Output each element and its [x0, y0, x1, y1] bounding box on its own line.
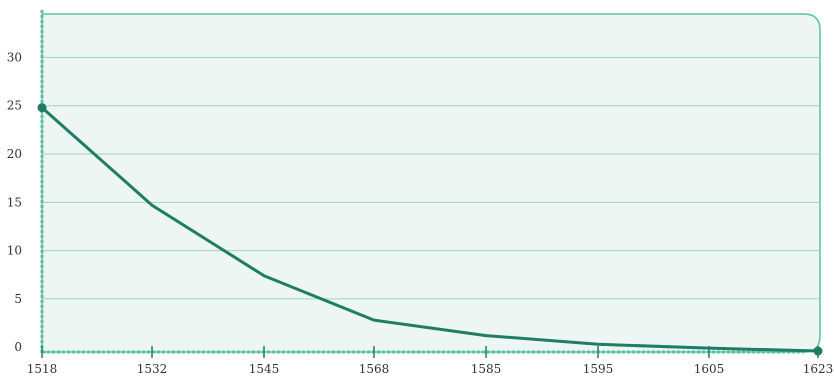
y-tick-label: 15 [7, 195, 22, 209]
y-tick-label: 30 [7, 50, 22, 64]
y-tick-label: 10 [7, 244, 22, 258]
x-tick-label: 1568 [359, 362, 390, 376]
data-point-1518 [37, 103, 47, 113]
y-axis-ticks: 0 5 10 15 20 25 30 [7, 50, 22, 354]
x-tick-label: 1605 [694, 362, 725, 376]
plot-area [41, 13, 821, 353]
y-tick-label: 25 [7, 99, 22, 113]
x-tick-label: 1532 [137, 362, 168, 376]
x-tick-label: 1623 [803, 362, 834, 376]
x-tick-label: 1585 [471, 362, 502, 376]
x-tick-label: 1595 [583, 362, 614, 376]
x-axis-ticks: 1518 1532 1545 1568 1585 1595 1605 1623 [27, 346, 834, 376]
gridlines [40, 10, 820, 354]
series-line-layer [40, 106, 820, 353]
y-tick-label: 5 [14, 292, 22, 306]
y-tick-label: 20 [7, 147, 22, 161]
y-tick-label: 0 [14, 340, 22, 354]
x-tick-label: 1518 [27, 362, 58, 376]
series-line-0 [40, 106, 820, 353]
x-tick-label: 1545 [249, 362, 280, 376]
